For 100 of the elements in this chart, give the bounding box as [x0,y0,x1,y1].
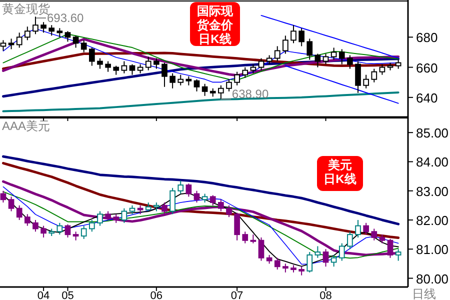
candlestick [170,72,176,89]
y-tick-label: 680 [416,30,438,46]
candlestick [194,190,200,203]
candlestick [89,219,95,232]
candlestick [186,76,192,86]
candlestick [129,64,136,76]
candlestick [16,204,22,220]
y-tick-label: 660 [416,60,438,76]
candlestick [154,58,160,70]
candlestick [371,68,378,83]
candlestick [290,24,296,44]
candlestick [379,64,386,76]
candlestick [218,84,224,100]
candlestick [363,74,369,89]
candlestick [258,58,264,71]
candlestick [56,222,63,236]
y-tick-label: 83.00 [416,184,449,199]
candlestick [8,196,14,212]
candlestick [162,62,168,88]
candlestick [242,66,248,78]
candlestick [347,54,353,70]
candlestick [72,35,79,48]
y-tick-label: 81.00 [416,242,449,258]
x-tick-label: 05 [62,290,74,300]
candlestick [80,225,87,240]
x-tick-label: 08 [320,290,332,300]
candlestick [322,248,329,268]
candlestick [178,74,184,86]
candlestick [395,59,402,70]
candlestick [40,225,46,238]
line-series [284,65,399,104]
candlestick [274,257,280,270]
y-tick-label: 80.00 [416,271,449,286]
candlestick [355,219,361,238]
x-axis-title: 日线 [412,287,436,300]
candlestick [210,194,216,206]
candlestick [330,47,337,60]
y-tick-label: 640 [416,90,438,106]
x-tick-label: 04 [37,290,50,300]
annotation: 693.60 [47,11,84,25]
candlestick [258,236,264,262]
candlestick [24,214,30,226]
candlestick [250,64,256,74]
candlestick [24,26,30,41]
candlestick [355,60,361,94]
chart-title: 黄金现货 [2,2,50,16]
candlestick [8,38,14,50]
y-tick-label: 82.00 [416,212,449,228]
candlestick [121,208,128,224]
x-tick-label: 06 [150,290,163,300]
candlestick [89,47,95,66]
candlestick [274,46,280,62]
candlestick [0,40,6,52]
candlestick [170,187,176,215]
candlestick [56,28,63,38]
candlestick [32,219,38,232]
annotation: 国际现货金价日K线 [196,4,234,46]
candlestick [105,60,111,72]
candlestick [298,28,304,47]
candlestick [242,231,248,244]
candlestick [202,83,208,96]
candlestick [97,58,103,70]
candlestick [48,24,55,36]
annotation: 美元日K线 [324,158,356,186]
candlestick [113,65,120,76]
x-tick-label: 07 [230,290,244,300]
candlestick [314,246,321,258]
candlestick [395,248,402,262]
candlestick [338,48,345,65]
candlestick [347,231,353,250]
candlestick [306,252,313,273]
candlestick [330,254,337,268]
y-tick-label: 84.00 [416,154,449,170]
candlestick [64,30,71,42]
candlestick [80,40,87,53]
line-series [260,14,399,58]
candlestick [137,64,144,74]
candlestick [338,242,345,262]
line-series [2,91,400,112]
candlestick [322,53,329,65]
candlestick [226,78,232,92]
y-tick-label: 85.00 [416,126,449,141]
candlestick [314,53,321,68]
candlestick [145,56,152,71]
candlestick [282,35,288,54]
candlestick [266,54,272,65]
candlestick [0,190,6,203]
candlestick [194,78,200,92]
candlestick [64,224,71,238]
candlestick [178,180,184,194]
candlestick [363,222,369,236]
candlestick [32,16,38,35]
annotation: 638.90 [232,87,269,102]
candlestick [16,32,22,48]
chart-title: AAA美元 [2,119,50,133]
line-series [2,155,400,226]
candlestick [186,183,192,198]
candlestick [97,210,103,226]
candlestick [40,22,46,34]
candlestick [162,202,168,215]
